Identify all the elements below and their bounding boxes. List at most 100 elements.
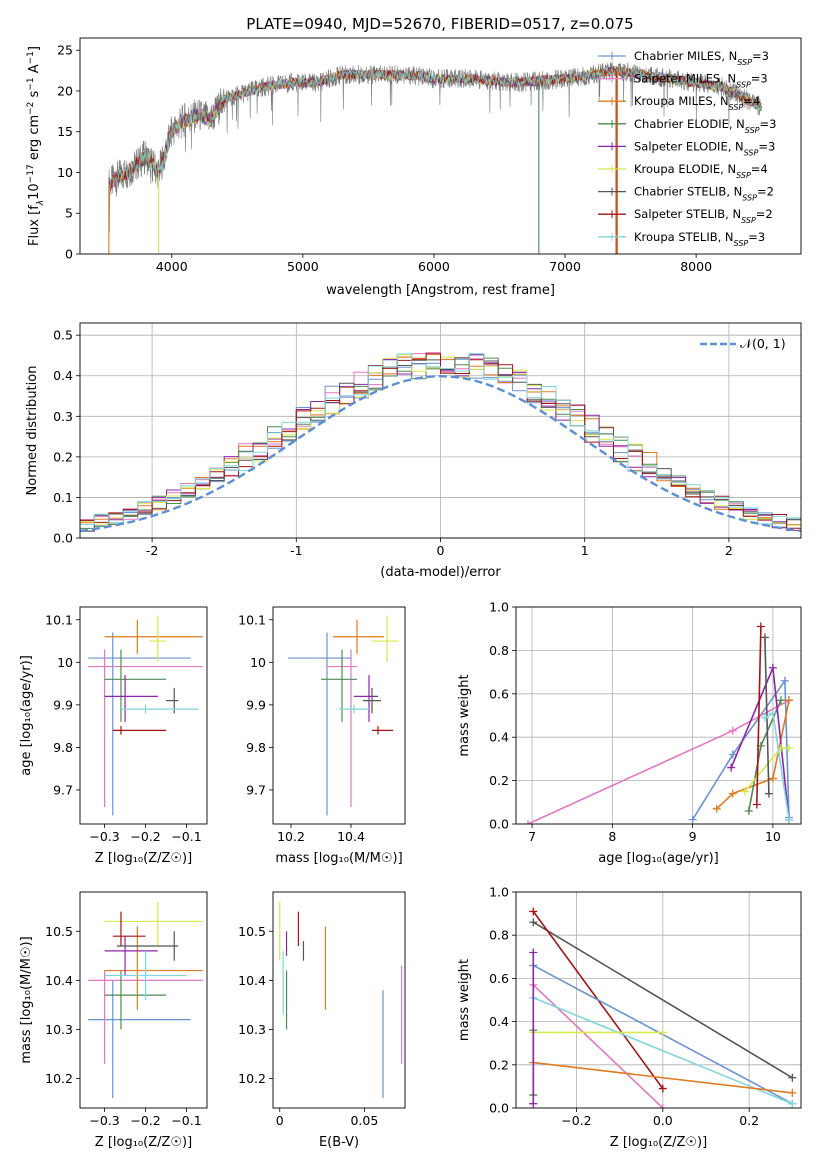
legend-n: =2: [756, 207, 773, 221]
y-tick-label: 1.0: [489, 600, 509, 615]
legend-n: =3: [752, 49, 769, 63]
mass-weight-marker: [728, 726, 737, 735]
y-axis-label: age [log₁₀(age/yr)]: [19, 655, 34, 776]
plot-area: [88, 615, 203, 816]
y-tick-label: 9.7: [53, 782, 73, 797]
plot-area: [529, 907, 797, 1108]
legend-label: Salpeter MILES, N: [634, 72, 736, 86]
y-axis-label-part: −1: [26, 77, 36, 90]
plot-area: [288, 615, 399, 816]
x-tick-label: 6000: [418, 259, 450, 274]
x-tick-label: 0.05: [350, 1113, 378, 1128]
panel-age_vs_Z: −0.3 −0.2 −0.1 9.7 9.8 9.9 10 10.1 Z [log₁₀(Z/Z☉…: [19, 606, 208, 866]
x-tick-label: −0.3: [89, 1113, 119, 1128]
y-tick-label: 0.4: [489, 1014, 509, 1029]
y-tick-label: 10.5: [45, 924, 73, 939]
y-tick-label: 0.0: [53, 531, 73, 546]
mass-weight-marker: [529, 907, 538, 916]
legend-label: Kroupa ELODIE, N: [634, 162, 736, 176]
y-tick-label: 0.2: [489, 773, 509, 788]
mass-weight-marker: [740, 787, 749, 796]
mass-weight-marker: [756, 622, 765, 631]
y-tick-label: 0.8: [489, 928, 509, 943]
x-tick-label: -1: [290, 543, 302, 558]
legend-n: =3: [751, 72, 768, 86]
mass-weight-marker: [728, 750, 737, 759]
legend-n: =3: [760, 117, 777, 131]
y-axis-label: mass weight: [457, 674, 472, 756]
x-axis-label: Z [log₁₀(Z/Z☉)]: [95, 1135, 192, 1150]
y-axis-label: Flux [fλ10−17 erg cm−2 s−1 A−1]: [26, 46, 46, 246]
y-tick-label: 0.1: [53, 490, 73, 505]
legend-label: Salpeter STELIB, N: [634, 207, 741, 221]
x-tick-label: −0.3: [89, 829, 119, 844]
legend-entry: Kroupa STELIB, NSSP=3: [634, 230, 765, 248]
x-tick-label: 10.2: [277, 829, 305, 844]
x-tick-label: 2: [725, 543, 733, 558]
legend-entry: Kroupa MILES, NSSP=4: [634, 94, 760, 112]
legend-entry: Kroupa ELODIE, NSSP=4: [634, 162, 768, 180]
normal-curve: [80, 374, 801, 533]
x-tick-label: −0.2: [130, 829, 160, 844]
x-axis-label: Z [log₁₀(Z/Z☉)]: [95, 851, 192, 866]
legend-label: Chabrier STELIB, N: [634, 185, 742, 199]
y-tick-label: 10: [250, 655, 266, 670]
y-tick-label: 0.3: [53, 409, 73, 424]
x-axis-label: Z [log₁₀(Z/Z☉)]: [610, 1135, 707, 1150]
x-tick-label: 10.4: [337, 829, 365, 844]
y-axis-label-part: s: [27, 90, 42, 101]
legend-sub: SSP: [741, 216, 756, 225]
y-tick-label: 10: [57, 165, 73, 180]
mass-weight-marker: [776, 696, 785, 705]
x-axis-label: (data-model)/error: [380, 565, 501, 580]
mass-weight-marker: [760, 713, 769, 722]
residual-histogram: [80, 353, 801, 526]
y-tick-label: 0.0: [489, 817, 509, 832]
legend-entry: Chabrier STELIB, NSSP=2: [634, 185, 774, 203]
plot-area: [279, 901, 403, 1099]
y-axis-label-part: −1: [26, 51, 36, 64]
x-tick-label: -2: [146, 543, 158, 558]
x-tick-label: −0.1: [171, 1113, 201, 1128]
y-axis-label-part: Flux [f: [27, 205, 42, 246]
x-tick-label: 0.0: [653, 1113, 673, 1128]
legend-label: Chabrier MILES, N: [634, 49, 737, 63]
mass-weight-marker: [727, 763, 736, 772]
panel-mass_vs_Z: −0.3 −0.2 −0.1 10.2 10.3 10.4 10.5 Z [log₁₀(Z/Z…: [19, 891, 208, 1150]
mass-weight-line: [532, 921, 793, 1079]
x-tick-label: 0: [437, 543, 445, 558]
mass-weight-marker: [529, 948, 538, 957]
legend-entry: Chabrier ELODIE, NSSP=3: [634, 117, 776, 135]
axes-frame: [515, 606, 802, 825]
y-tick-label: 0.8: [489, 643, 509, 658]
y-tick-label: 0.6: [489, 686, 509, 701]
mass-weight-marker: [529, 1099, 538, 1108]
mass-weight-marker: [780, 676, 789, 685]
y-tick-label: 10.2: [238, 1071, 266, 1086]
mass-weight-marker: [658, 1028, 667, 1037]
mass-weight-marker: [688, 815, 697, 824]
y-tick-label: 10.1: [45, 612, 73, 627]
x-tick-label: 8: [608, 829, 616, 844]
x-tick-label: 9: [689, 829, 697, 844]
legend-n: =4: [743, 94, 760, 108]
y-tick-label: 0.2: [489, 1057, 509, 1072]
y-tick-label: 25: [57, 43, 73, 58]
y-tick-label: 0.4: [489, 730, 509, 745]
plot-area: [524, 622, 793, 824]
mass-weight-line: [532, 997, 793, 1105]
y-tick-label: 10.5: [238, 924, 266, 939]
legend-sub: SSP: [742, 193, 757, 202]
mass-weight-marker: [524, 820, 533, 824]
axes-frame: [272, 606, 406, 825]
panel-age_vs_mass: 10.2 10.4 9.7 9.8 9.9 10 10.1 mass [log₁₀(M/M☉)…: [238, 606, 406, 866]
legend-sub: SSP: [729, 103, 744, 112]
y-axis-label-part: ]: [27, 46, 42, 51]
legend-sub: SSP: [734, 238, 749, 247]
y-tick-label: 15: [57, 124, 73, 139]
axes-frame: [79, 606, 208, 825]
x-tick-label: 0: [276, 1113, 284, 1128]
y-tick-label: 10.4: [45, 973, 73, 988]
legend-entry: Salpeter ELODIE, NSSP=3: [634, 139, 775, 157]
